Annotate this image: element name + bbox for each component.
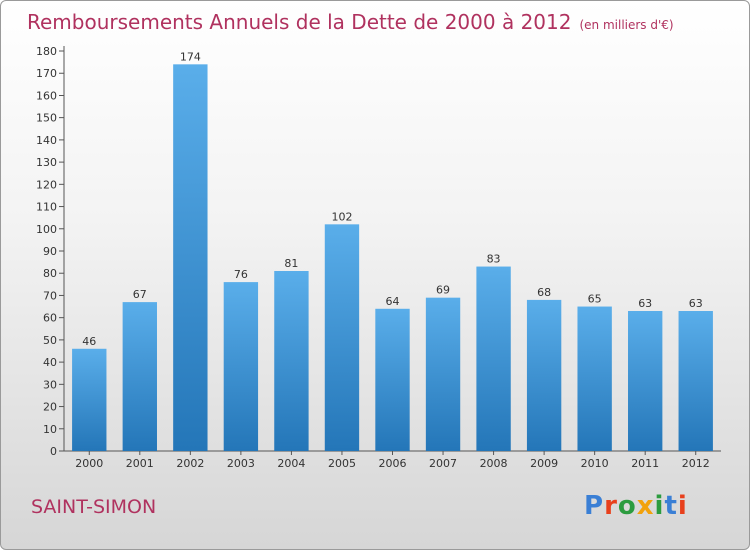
y-tick-label: 80 [43, 267, 57, 280]
logo-letter: i [677, 491, 688, 521]
x-tick-label-2006: 2006 [379, 457, 407, 470]
chart-title-text: Remboursements Annuels de la Dette de 20… [27, 10, 572, 34]
value-label-2004: 81 [284, 257, 298, 270]
y-tick-label: 180 [36, 45, 57, 58]
y-tick-label: 30 [43, 378, 57, 391]
y-tick-label: 150 [36, 112, 57, 125]
x-tick-label-2003: 2003 [227, 457, 255, 470]
bar-2005 [324, 224, 360, 451]
value-label-2009: 68 [537, 286, 551, 299]
chart-title: Remboursements Annuels de la Dette de 20… [27, 10, 674, 34]
bar-2003 [223, 282, 259, 451]
proxiti-logo: Proxiti [584, 491, 688, 521]
y-tick-label: 110 [36, 201, 57, 214]
y-tick-label: 10 [43, 423, 57, 436]
y-tick-label: 100 [36, 223, 57, 236]
logo-letter: P [584, 491, 605, 521]
x-tick-label-2009: 2009 [530, 457, 558, 470]
value-label-2000: 46 [82, 335, 96, 348]
bar-2000 [72, 348, 107, 451]
x-tick-label-2007: 2007 [429, 457, 457, 470]
value-label-2008: 83 [487, 253, 501, 266]
x-tick-label-2002: 2002 [176, 457, 204, 470]
x-tick-label-2000: 2000 [75, 457, 103, 470]
logo-letter: x [636, 491, 655, 521]
bar-2010 [577, 306, 612, 451]
y-tick-label: 70 [43, 289, 57, 302]
x-tick-label-2010: 2010 [581, 457, 609, 470]
bar-2009 [526, 299, 562, 451]
value-label-2006: 64 [386, 295, 400, 308]
y-tick-label: 120 [36, 178, 57, 191]
logo-letter: r [604, 491, 618, 521]
value-label-2007: 69 [436, 284, 450, 297]
y-tick-label: 50 [43, 334, 57, 347]
value-label-2001: 67 [133, 288, 147, 301]
y-tick-label: 0 [50, 445, 57, 458]
x-tick-label-2004: 2004 [277, 457, 305, 470]
logo-letter: o [617, 491, 637, 521]
y-tick-label: 40 [43, 356, 57, 369]
y-axis: 0 10 20 30 40 50 60 70 80 90 100 110 120 130 140 150 160… [36, 45, 65, 458]
logo-letter: t [664, 491, 678, 521]
value-labels: 46 67 174 76 81 102 64 69 83 68 65 63 63 [82, 50, 702, 347]
y-tick-label: 160 [36, 89, 57, 102]
y-tick-label: 170 [36, 67, 57, 80]
y-tick-label: 140 [36, 134, 57, 147]
logo-letter: i [654, 491, 665, 521]
bar-2001 [122, 302, 157, 451]
x-tick-label-2012: 2012 [682, 457, 710, 470]
x-tick-label-2008: 2008 [480, 457, 508, 470]
x-tick-label-2001: 2001 [126, 457, 154, 470]
y-tick-label: 20 [43, 401, 57, 414]
bar-2007 [425, 297, 461, 451]
bars [72, 64, 713, 452]
chart-subtitle: (en milliers d'€) [579, 18, 674, 32]
y-tick-label: 130 [36, 156, 57, 169]
value-label-2003: 76 [234, 268, 248, 281]
x-tick-label-2005: 2005 [328, 457, 356, 470]
bar-2012 [678, 311, 713, 451]
x-tick-label-2011: 2011 [631, 457, 659, 470]
value-label-2005: 102 [331, 210, 352, 223]
bar-2002 [173, 64, 208, 452]
bar-2004 [274, 271, 309, 451]
x-axis: 2000 2001 2002 2003 2004 2005 2006 2007 2008 2009… [64, 450, 721, 470]
value-label-2011: 63 [638, 297, 652, 310]
value-label-2010: 65 [588, 293, 602, 306]
value-label-2012: 63 [689, 297, 703, 310]
bar-2008 [476, 266, 511, 451]
bar-2011 [628, 311, 663, 451]
bar-2006 [375, 308, 410, 451]
y-tick-label: 60 [43, 312, 57, 325]
y-tick-label: 90 [43, 245, 57, 258]
commune-name: SAINT-SIMON [31, 496, 157, 518]
value-label-2002: 174 [180, 50, 201, 63]
